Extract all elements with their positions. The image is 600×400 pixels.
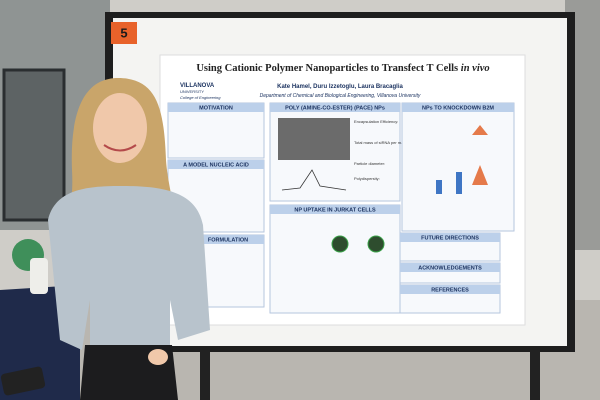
section-heading: A MODEL NUCLEIC ACID <box>183 162 249 168</box>
hands <box>148 349 168 365</box>
poster-title: Using Cationic Polymer Nanoparticles to … <box>196 63 489 74</box>
title-main: Using Cationic Polymer Nanoparticles to … <box>196 63 458 74</box>
microscopy-image <box>278 118 350 160</box>
panel-header <box>270 103 400 112</box>
panel <box>269 204 401 314</box>
size-plot <box>281 169 347 191</box>
stat-label: Polydispersity: <box>354 176 380 181</box>
stat-label: Encapsulation Efficiency: <box>354 119 398 124</box>
stand-leg <box>200 350 210 400</box>
sections: MOTIVATION A MODEL NUCLEIC ACID FORMULAT… <box>167 102 515 314</box>
panel <box>401 102 515 232</box>
stat-label: Total mass of siRNA per mass of NPs: <box>354 140 422 145</box>
flow-plot <box>472 125 488 185</box>
panel-header <box>192 235 264 244</box>
logo-name: VILLANOVA <box>180 83 215 89</box>
stand-leg <box>530 350 540 400</box>
panel-header <box>400 285 500 294</box>
person <box>48 78 210 400</box>
logo-subtitle: UNIVERSITY <box>180 89 204 94</box>
title-italic: in vivo <box>461 63 490 74</box>
section-heading: REFERENCES <box>431 287 469 293</box>
panel-header <box>168 160 264 169</box>
section-heading: POLY (AMINE-CO-ESTER) (PACE) NPs <box>285 105 385 111</box>
panel-header <box>270 205 400 214</box>
panel-header <box>168 103 264 112</box>
figure-bar <box>456 172 462 194</box>
sign-number: 5 <box>120 25 127 40</box>
section-heading: FUTURE DIRECTIONS <box>421 235 479 241</box>
affiliation: Department of Chemical and Biological En… <box>260 93 421 99</box>
section-heading: MOTIVATION <box>199 105 233 111</box>
panel <box>167 102 265 159</box>
face <box>93 93 147 163</box>
section-heading: NP UPTAKE IN JURKAT CELLS <box>294 207 376 213</box>
figure-bar <box>436 180 442 194</box>
section-heading: FORMULATION <box>208 237 248 243</box>
number-sign <box>111 22 137 44</box>
section-heading: NPs TO KNOCKDOWN B2M <box>422 105 494 111</box>
door <box>2 68 66 222</box>
smile <box>103 144 137 152</box>
phone <box>0 366 46 396</box>
authors: Kate Hamel, Duru Izzetoglu, Laura Bracag… <box>277 84 403 90</box>
bottle <box>30 258 48 294</box>
section-heading: ACKNOWLEDGEMENTS <box>418 265 482 271</box>
panel-header <box>400 233 500 242</box>
panel-header <box>400 263 500 272</box>
panel-header <box>402 103 514 112</box>
sweater <box>48 186 210 350</box>
stat-label: Particle diameter: <box>354 161 385 166</box>
cell-image <box>367 235 385 253</box>
logo-college: College of Engineering <box>180 95 221 100</box>
cell-image <box>331 235 349 253</box>
